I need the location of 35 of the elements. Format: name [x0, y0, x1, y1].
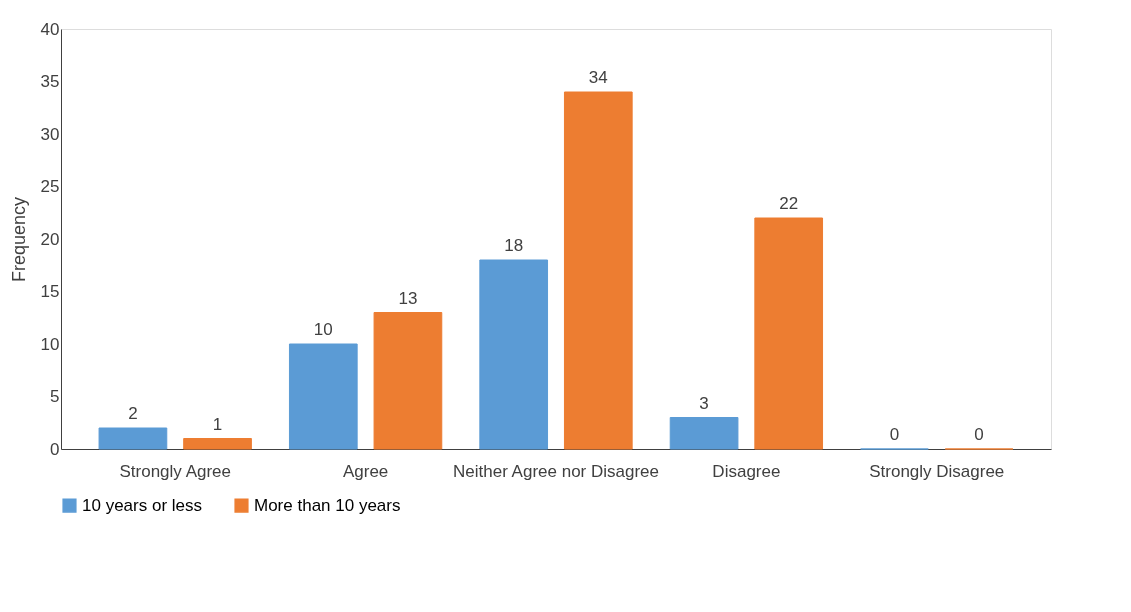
y-tick-label: 40 — [40, 19, 60, 39]
data-label: 3 — [699, 393, 709, 413]
bar — [669, 417, 739, 450]
bar — [754, 217, 824, 450]
y-tick-label: 0 — [50, 439, 60, 459]
x-tick-label: Strongly Disagree — [869, 461, 1005, 481]
bar — [563, 91, 633, 450]
data-label: 34 — [588, 68, 608, 87]
data-label: 0 — [974, 425, 984, 444]
x-tick-label: Agree — [342, 461, 389, 481]
data-label: 13 — [398, 288, 418, 308]
y-tick-label: 30 — [40, 124, 60, 144]
bar — [183, 438, 252, 450]
bar — [373, 312, 443, 450]
y-tick-label: 35 — [40, 72, 60, 91]
y-tick-label: 5 — [50, 387, 60, 406]
data-label: 1 — [212, 414, 223, 434]
legend-label: More than 10 years — [254, 495, 401, 515]
y-tick-label: 20 — [40, 229, 60, 249]
data-label: 18 — [504, 236, 524, 255]
y-axis-title: Frequency — [8, 196, 29, 283]
y-tick-label: 10 — [40, 334, 60, 354]
bar — [479, 259, 549, 450]
x-tick-label: Disagree — [712, 461, 781, 481]
data-label: 0 — [889, 425, 900, 444]
data-label: 2 — [128, 404, 138, 423]
x-tick-label: Strongly Agree — [119, 461, 231, 481]
bar — [98, 427, 168, 450]
x-tick-label: Neither Agree nor Disagree — [452, 461, 660, 481]
y-tick-label: 25 — [40, 177, 60, 196]
data-label: 10 — [313, 320, 333, 339]
legend-label: 10 years or less — [82, 495, 202, 515]
data-label: 22 — [779, 194, 799, 213]
bar — [288, 343, 358, 450]
y-tick-label: 15 — [40, 282, 60, 301]
